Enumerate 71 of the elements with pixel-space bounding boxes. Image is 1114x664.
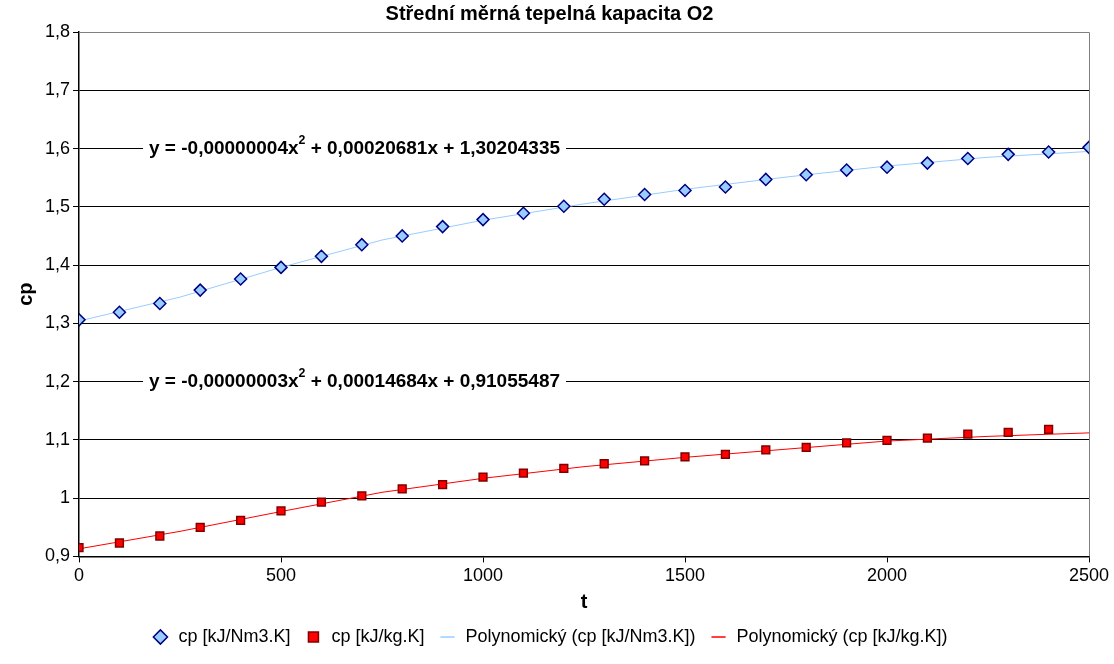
point <box>597 192 611 206</box>
point <box>718 180 733 194</box>
point <box>841 438 852 448</box>
point <box>1041 145 1056 159</box>
point <box>637 187 652 202</box>
y-tick-label: 1,3 <box>44 312 71 333</box>
point <box>922 433 933 443</box>
legend-label: Polynomický (cp [kJ/Nm3.K]) <box>465 625 696 646</box>
y-axis-title: cp <box>13 282 36 306</box>
point <box>355 237 369 252</box>
point <box>680 452 690 462</box>
point <box>639 456 650 466</box>
y-tick-label: 1,4 <box>44 254 71 275</box>
y-tick-label: 1,2 <box>44 370 71 391</box>
point <box>476 212 490 227</box>
point <box>599 459 609 469</box>
x-axis-title: t <box>580 589 588 612</box>
point <box>557 199 571 213</box>
point <box>518 468 529 478</box>
point <box>559 463 569 474</box>
legend-label: Polynomický (cp [kJ/kg.K]) <box>736 625 948 646</box>
point <box>112 305 127 320</box>
y-tick-label: 1,7 <box>44 79 71 100</box>
legend-label: cp [kJ/Nm3.K] <box>178 625 291 646</box>
point <box>395 229 409 243</box>
point <box>153 296 167 311</box>
point <box>1001 147 1015 162</box>
point <box>801 442 811 453</box>
point <box>1043 424 1054 435</box>
point <box>435 219 450 234</box>
point <box>274 260 288 275</box>
y-tick-label: 1 <box>60 487 71 508</box>
point <box>397 484 407 494</box>
point <box>276 506 286 516</box>
point <box>961 151 975 166</box>
point <box>478 472 488 482</box>
y-tick-label: 1,1 <box>44 428 71 449</box>
point <box>761 445 771 455</box>
point <box>759 172 773 187</box>
x-tick-label: 1500 <box>664 565 706 586</box>
point <box>920 156 935 170</box>
point <box>516 206 531 220</box>
point <box>316 497 327 507</box>
point <box>235 515 246 525</box>
point <box>193 283 207 297</box>
point <box>314 249 329 264</box>
point <box>963 429 973 439</box>
x-tick-label: 500 <box>265 565 297 586</box>
y-tick-label: 0,9 <box>44 545 71 566</box>
y-tick-label: 1,6 <box>44 137 71 158</box>
point <box>357 491 367 501</box>
x-tick-label: 0 <box>74 565 85 586</box>
y-tick-label: 1,5 <box>44 195 71 216</box>
point <box>799 168 813 182</box>
point <box>839 163 854 177</box>
point <box>195 522 205 532</box>
point <box>678 183 692 198</box>
y-tick-label: 1,8 <box>44 20 71 41</box>
chart-title: Střední měrná tepelná kapacita O2 <box>385 1 714 24</box>
x-tick-label: 2500 <box>1068 565 1110 586</box>
point <box>882 435 892 446</box>
point <box>114 538 125 548</box>
x-tick-label: 1000 <box>462 565 504 586</box>
point <box>720 449 731 460</box>
point <box>233 272 248 286</box>
point <box>880 160 894 174</box>
x-tick-label: 2000 <box>866 565 908 586</box>
point <box>155 531 165 541</box>
point <box>437 480 448 490</box>
legend-label: cp [kJ/kg.K] <box>331 625 425 646</box>
point <box>1003 427 1013 437</box>
